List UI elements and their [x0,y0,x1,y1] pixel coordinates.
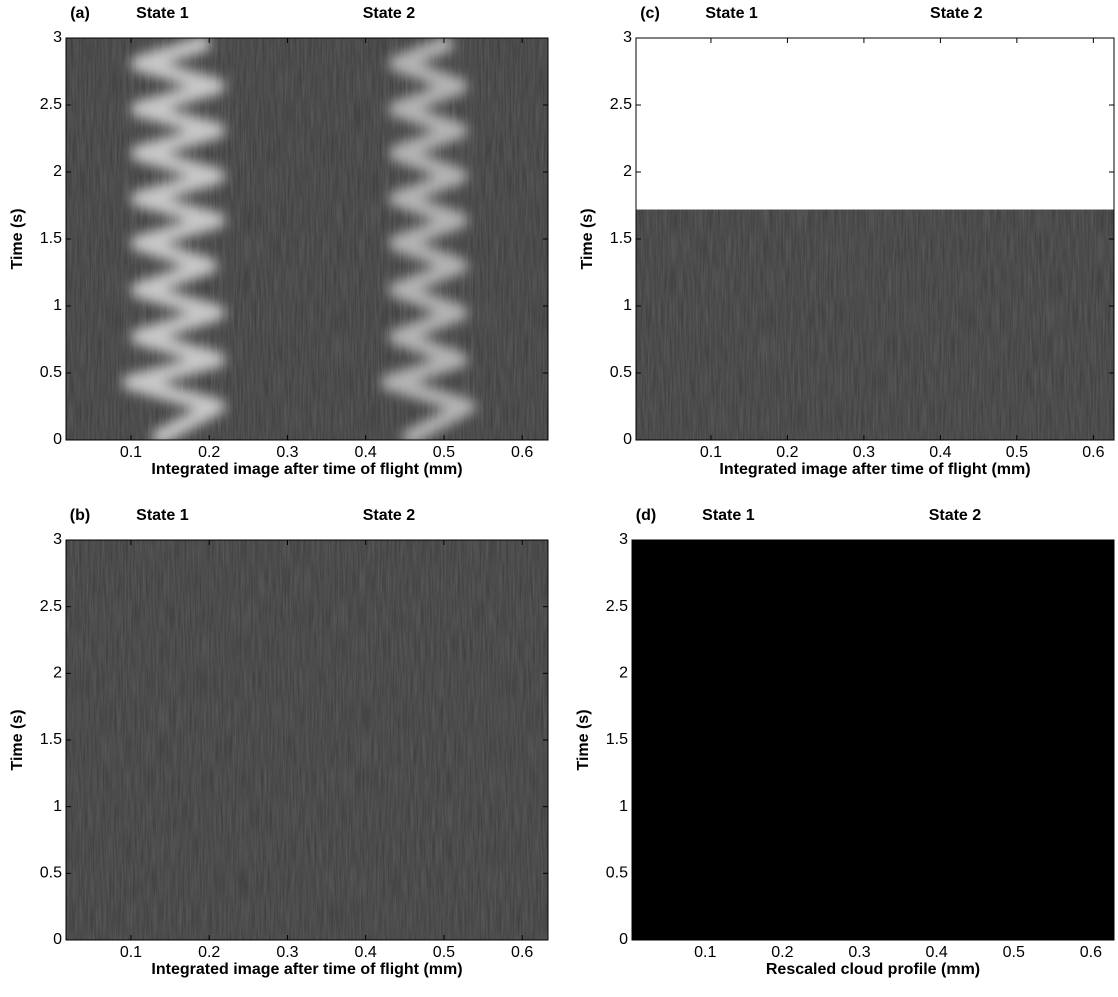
band [122,38,225,440]
x-tick-label: 0.6 [1080,944,1102,961]
y-tick-label: 0 [53,431,62,448]
image [636,209,1114,440]
x-tick-label: 0.5 [1003,944,1025,961]
x-axis-label: Integrated image after time of flight (m… [719,461,1030,478]
x-tick-label: 0.1 [694,944,716,961]
y-tick-label: 0 [53,931,62,948]
x-tick-label: 0.6 [511,944,533,961]
y-tick-label: 1.5 [40,230,62,247]
x-tick-label: 0.2 [776,444,798,461]
x-tick-label: 0.4 [355,444,377,461]
y-tick-label: 1 [619,798,628,815]
x-tick-label: 0.2 [198,944,220,961]
panel: State 1 State 2 0.1 0.2 0.3 0.4 0.5 0.6 0 0.5 1 1.5… [579,5,1115,478]
image-background [632,540,1114,940]
y-axis-label: Time (s) [579,208,596,269]
y-tick-label: 2.5 [606,598,628,615]
panel: State 1 State 2 0.1 0.2 0.3 0.4 0.5 0.6 0 0.5 1 1.5… [9,5,549,478]
y-tick-label: 1 [623,297,632,314]
y-tick-label: 2 [623,163,632,180]
series-name: State 2 [363,5,416,22]
y-tick-label: 1 [53,297,62,314]
y-tick-label: 3 [53,531,62,548]
y-tick-label: 0.5 [606,865,628,882]
panel-label: (d) [636,507,656,524]
panel-label: (a) [70,5,90,22]
series-name: State 1 [136,5,189,22]
y-tick-label: 2 [619,665,628,682]
y-tick-label: 3 [53,29,62,46]
y-tick-label: 1 [53,798,62,815]
noise [66,540,548,940]
x-tick-label: 0.6 [511,444,533,461]
series-name: State 2 [929,507,982,524]
y-tick-label: 3 [623,29,632,46]
series-name: State 1 [136,507,189,524]
series-name: State 2 [363,507,416,524]
x-tick-label: 0.5 [433,444,455,461]
band [381,38,476,440]
x-tick-label: 0.3 [276,444,298,461]
x-tick-label: 0.1 [120,944,142,961]
x-tick-label: 0.1 [700,444,722,461]
y-tick-label: 2.5 [610,96,632,113]
image [66,38,548,440]
y-tick-label: 1.5 [40,731,62,748]
series-name: State 1 [702,507,755,524]
panel: State 1 State 2 0.1 0.2 0.3 0.4 0.5 0.6 0 0.5 1 1.5… [575,507,1115,978]
y-tick-label: 3 [619,531,628,548]
image [66,540,548,940]
y-axis-label: Time (s) [575,709,592,770]
x-tick-label: 0.2 [198,444,220,461]
x-tick-label: 0.1 [120,444,142,461]
y-axis-label: Time (s) [9,208,26,269]
x-axis-label: Integrated image after time of flight (m… [151,461,462,478]
y-axis-label: Time (s) [9,709,26,770]
x-tick-label: 0.5 [433,944,455,961]
panel-label: (b) [70,507,90,524]
x-tick-label: 0.4 [925,944,947,961]
x-tick-label: 0.3 [853,444,875,461]
panel-label: (c) [640,5,660,22]
x-tick-label: 0.6 [1082,444,1104,461]
x-tick-label: 0.5 [1006,444,1028,461]
y-tick-label: 0.5 [40,865,62,882]
panel: State 1 State 2 0.1 0.2 0.3 0.4 0.5 0.6 0 0.5 1 1.5… [9,507,549,978]
y-tick-label: 0 [619,931,628,948]
x-axis-label: Integrated image after time of flight (m… [151,961,462,978]
x-tick-label: 0.3 [276,944,298,961]
x-tick-label: 0.4 [355,944,377,961]
y-tick-label: 0.5 [40,364,62,381]
y-tick-label: 1.5 [606,731,628,748]
y-tick-label: 2.5 [40,598,62,615]
noise [636,209,1114,440]
x-tick-label: 0.3 [848,944,870,961]
y-tick-label: 2.5 [40,96,62,113]
y-tick-label: 1.5 [610,230,632,247]
y-tick-label: 0 [623,431,632,448]
x-axis-label: Rescaled cloud profile (mm) [766,961,980,978]
series-name: State 1 [705,5,758,22]
x-tick-label: 0.2 [771,944,793,961]
y-tick-label: 2 [53,163,62,180]
y-tick-label: 0.5 [610,364,632,381]
y-tick-label: 2 [53,665,62,682]
series-name: State 2 [930,5,983,22]
x-tick-label: 0.4 [929,444,951,461]
image [632,540,1114,940]
